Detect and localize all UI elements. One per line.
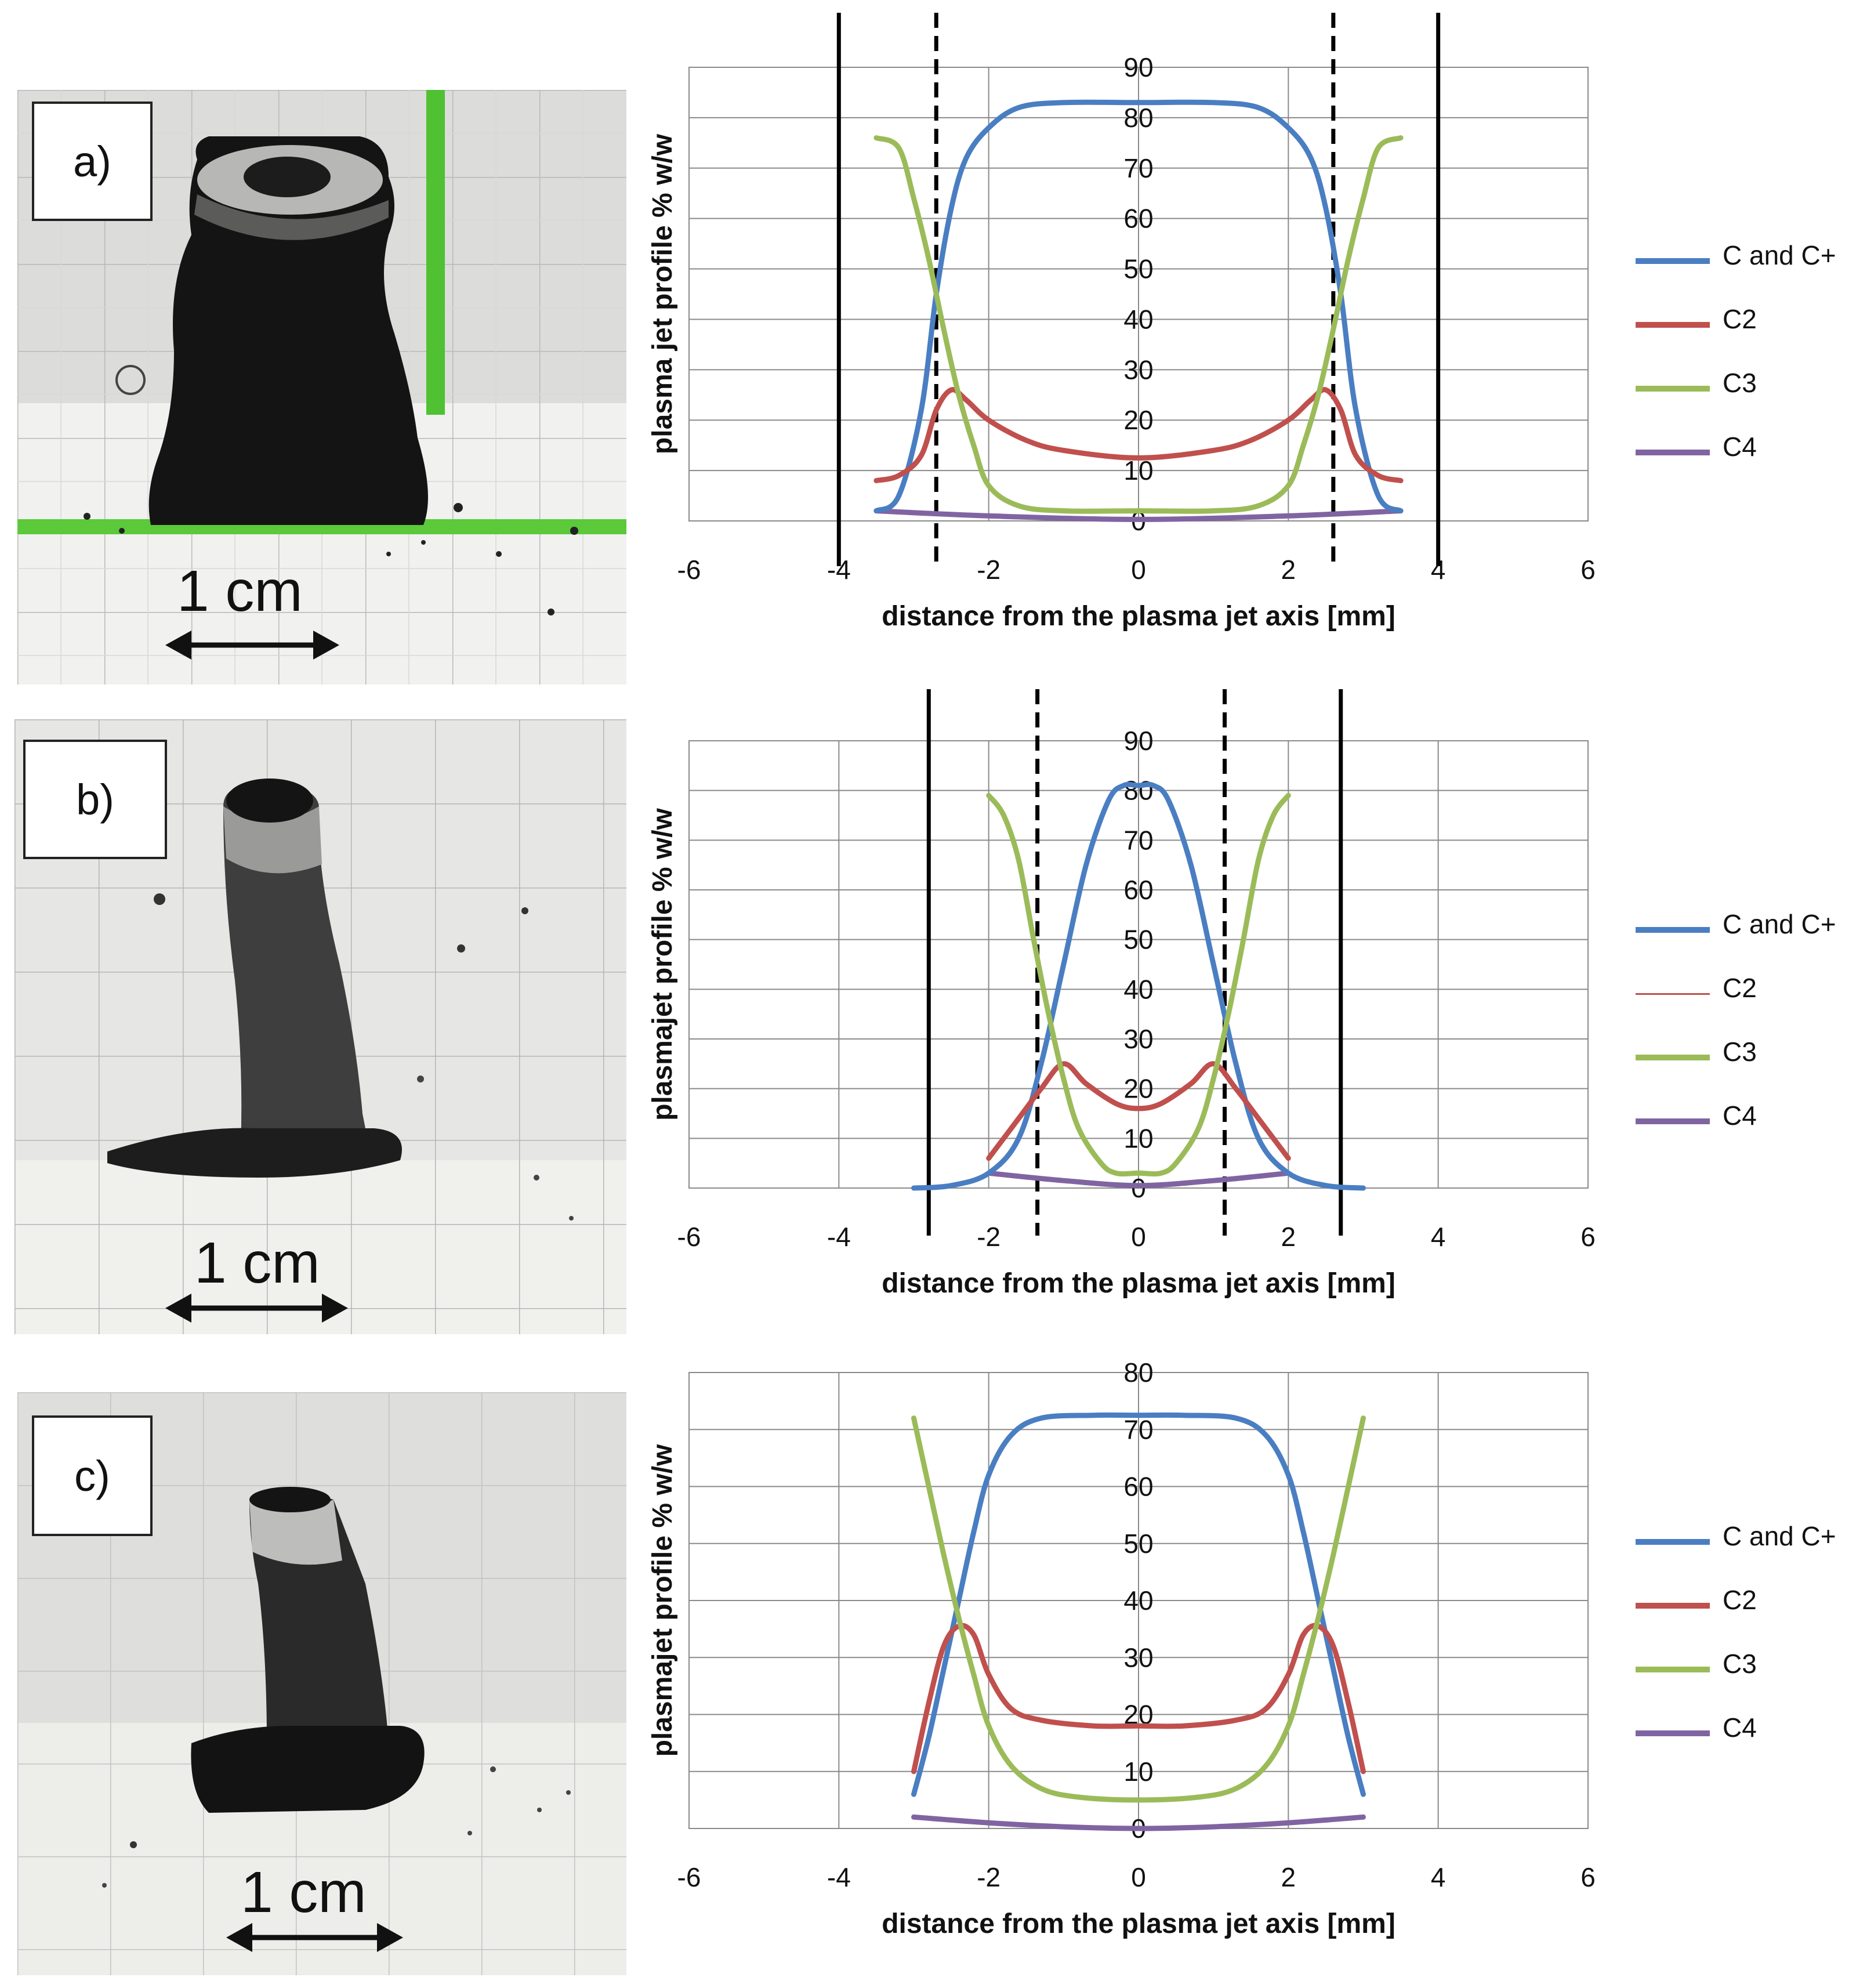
- x-axis-label: distance from the plasma jet axis [mm]: [882, 1268, 1395, 1299]
- legend-swatch: [1636, 927, 1710, 933]
- scale-bar-label-c: 1 cm: [241, 1860, 367, 1925]
- legend-swatch: [1636, 386, 1710, 392]
- x-axis-label: distance from the plasma jet axis [mm]: [882, 601, 1395, 632]
- series-line-c2: [873, 387, 1404, 483]
- y-tick-label: 70: [1123, 153, 1153, 183]
- y-tick-label: 20: [1123, 1074, 1153, 1104]
- x-tick-label: -2: [977, 1862, 1000, 1892]
- legend-swatch: [1636, 1118, 1710, 1124]
- y-tick-label: 40: [1123, 974, 1153, 1004]
- series-line-c4: [873, 508, 1404, 522]
- y-tick-label: 20: [1123, 405, 1153, 435]
- legend-swatch: [1636, 1667, 1710, 1672]
- x-tick-label: -6: [677, 1222, 701, 1252]
- series-line-c-and-c: [911, 781, 1366, 1191]
- panel-label-b: b): [23, 740, 167, 859]
- legend-swatch: [1636, 1603, 1710, 1609]
- y-tick-label: 50: [1123, 254, 1153, 284]
- y-axis-label: plasmajet profile % w/w: [647, 807, 678, 1120]
- y-tick-label: 80: [1123, 776, 1153, 806]
- x-tick-label: 2: [1281, 1222, 1296, 1252]
- y-tick-label: 80: [1123, 103, 1153, 133]
- photo-sample-b: [14, 719, 626, 1334]
- x-tick-label: 2: [1281, 555, 1296, 585]
- series-line-c2: [911, 1623, 1366, 1775]
- x-tick-label: 0: [1131, 555, 1146, 585]
- y-tick-label: 10: [1123, 1757, 1153, 1787]
- series-line-c3: [986, 792, 1291, 1177]
- legend-swatch: [1636, 993, 1710, 995]
- x-tick-label: -2: [977, 555, 1000, 585]
- y-tick-label: 40: [1123, 304, 1153, 334]
- series-line-c3: [911, 1415, 1366, 1803]
- legend-label: C4: [1723, 1100, 1757, 1131]
- y-tick-label: 80: [1123, 1357, 1153, 1388]
- legend-label: C3: [1723, 1649, 1757, 1679]
- legend-label: C2: [1723, 1585, 1757, 1615]
- x-tick-label: 0: [1131, 1862, 1146, 1892]
- scale-bar-label-b: 1 cm: [194, 1230, 320, 1295]
- legend-swatch: [1636, 258, 1710, 264]
- legend-swatch: [1636, 1539, 1710, 1545]
- y-tick-label: 90: [1123, 52, 1153, 82]
- y-tick-label: 70: [1123, 825, 1153, 855]
- x-axis-label: distance from the plasma jet axis [mm]: [882, 1909, 1395, 1939]
- x-tick-label: -6: [677, 555, 701, 585]
- legend-swatch: [1636, 1055, 1710, 1060]
- scale-bar-label-a: 1 cm: [177, 559, 303, 624]
- legend-swatch: [1636, 1730, 1710, 1736]
- legend-label: C4: [1723, 1712, 1757, 1743]
- series-line-c4: [911, 1814, 1366, 1831]
- y-tick-label: 10: [1123, 1123, 1153, 1153]
- x-tick-label: -2: [977, 1222, 1000, 1252]
- legend-label: C3: [1723, 368, 1757, 398]
- y-axis-label: plasmajet profile % w/w: [647, 1444, 678, 1757]
- y-tick-label: 60: [1123, 1472, 1153, 1502]
- legend-label: C3: [1723, 1037, 1757, 1067]
- y-tick-label: 30: [1123, 354, 1153, 385]
- photo-sample-a: [17, 90, 626, 685]
- x-tick-label: 4: [1431, 1862, 1446, 1892]
- x-tick-label: 2: [1281, 1862, 1296, 1892]
- x-tick-label: -4: [827, 1222, 851, 1252]
- x-tick-label: 6: [1580, 555, 1596, 585]
- series-line-c4: [986, 1170, 1291, 1189]
- y-axis-label: plasma jet profile % w/w: [647, 133, 678, 454]
- legend-label: C and C+: [1723, 909, 1836, 939]
- y-tick-label: 30: [1123, 1024, 1153, 1054]
- panel-label-c: c): [32, 1415, 153, 1536]
- x-tick-label: -6: [677, 1862, 701, 1892]
- y-tick-label: 90: [1123, 726, 1153, 756]
- y-tick-label: 50: [1123, 925, 1153, 955]
- legend-label: C and C+: [1723, 1521, 1836, 1551]
- series-line-c-and-c: [873, 99, 1404, 514]
- series-line-c2: [986, 1061, 1291, 1161]
- legend-label: C4: [1723, 432, 1757, 462]
- y-tick-label: 40: [1123, 1585, 1153, 1616]
- x-tick-label: 0: [1131, 1222, 1146, 1252]
- y-tick-label: 70: [1123, 1414, 1153, 1444]
- x-tick-label: 6: [1580, 1862, 1596, 1892]
- legend-label: C2: [1723, 973, 1757, 1003]
- x-tick-label: 4: [1431, 1222, 1446, 1252]
- series-line-c3: [873, 135, 1404, 514]
- y-tick-label: 30: [1123, 1642, 1153, 1672]
- x-tick-label: -4: [827, 1862, 851, 1892]
- legend-swatch: [1636, 322, 1710, 328]
- legend-swatch: [1636, 450, 1710, 455]
- panel-label-a: a): [32, 102, 153, 221]
- y-tick-label: 60: [1123, 875, 1153, 905]
- legend-label: C and C+: [1723, 240, 1836, 270]
- y-tick-label: 50: [1123, 1529, 1153, 1559]
- y-tick-label: 60: [1123, 204, 1153, 234]
- legend-label: C2: [1723, 304, 1757, 334]
- x-tick-label: 6: [1580, 1222, 1596, 1252]
